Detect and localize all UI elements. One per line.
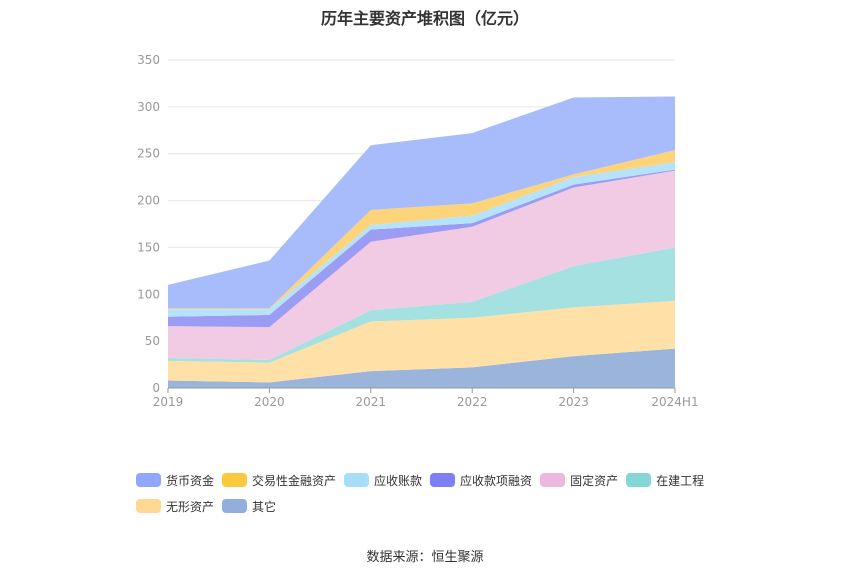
y-tick-label: 0 <box>152 381 160 395</box>
legend-label: 货币资金 <box>166 473 215 488</box>
legend-label: 应收款项融资 <box>460 473 533 488</box>
stacked-area-chart: 0 50 100 150 200 250 300 350 2019 2020 2021 2022 202… <box>137 53 699 409</box>
y-tick-label: 50 <box>145 334 160 348</box>
legend-item[interactable]: 其它 <box>222 498 276 514</box>
legend-item[interactable]: 应收账款 <box>344 472 422 488</box>
legend-item[interactable]: 交易性金融资产 <box>222 472 336 488</box>
legend-label: 应收账款 <box>374 473 423 488</box>
legend: 货币资金 交易性金融资产 应收账款 应收款项融资 固定资产 在建工程无形资产 其它 <box>136 472 736 524</box>
legend-item[interactable]: 货币资金 <box>136 472 214 488</box>
area-series-3 <box>168 170 675 360</box>
y-tick-label: 350 <box>137 53 160 67</box>
y-tick-label: 250 <box>137 147 160 161</box>
legend-item[interactable]: 应收款项融资 <box>430 472 532 488</box>
legend-swatch <box>540 473 566 487</box>
legend-item[interactable]: 无形资产 <box>136 498 214 514</box>
legend-label: 固定资产 <box>570 473 619 488</box>
x-tick-label: 2022 <box>457 395 488 409</box>
y-tick-label: 150 <box>137 240 160 254</box>
data-source: 数据来源：恒生聚源 <box>366 550 484 565</box>
x-tick-label: 2020 <box>254 395 285 409</box>
legend-label: 其它 <box>252 499 277 514</box>
area-series-1 <box>168 300 675 383</box>
legend-label: 在建工程 <box>656 473 705 488</box>
x-tick-label: 2019 <box>153 395 184 409</box>
legend-label: 交易性金融资产 <box>252 473 337 488</box>
x-tick-label: 2023 <box>558 395 589 409</box>
legend-swatch <box>626 473 652 487</box>
legend-swatch <box>430 473 456 487</box>
chart-title: 历年主要资产堆积图（亿元） <box>320 9 529 28</box>
area-series-2 <box>168 247 675 363</box>
area-series-7 <box>168 96 675 309</box>
legend-swatch <box>136 473 161 487</box>
y-tick-label: 300 <box>137 100 160 114</box>
legend-label: 无形资产 <box>166 499 215 514</box>
area-series-6 <box>168 149 675 310</box>
area-series-0 <box>168 348 675 388</box>
legend-swatch <box>222 473 248 487</box>
y-tick-label: 100 <box>137 287 160 301</box>
legend-swatch <box>136 499 161 513</box>
legend-swatch <box>344 473 370 487</box>
x-tick-label: 2024H1 <box>651 395 698 409</box>
legend-swatch <box>222 499 248 513</box>
legend-item[interactable]: 固定资产 <box>540 472 618 488</box>
legend-item[interactable]: 在建工程 <box>626 472 704 488</box>
y-tick-label: 200 <box>137 194 160 208</box>
x-tick-label: 2021 <box>356 395 387 409</box>
